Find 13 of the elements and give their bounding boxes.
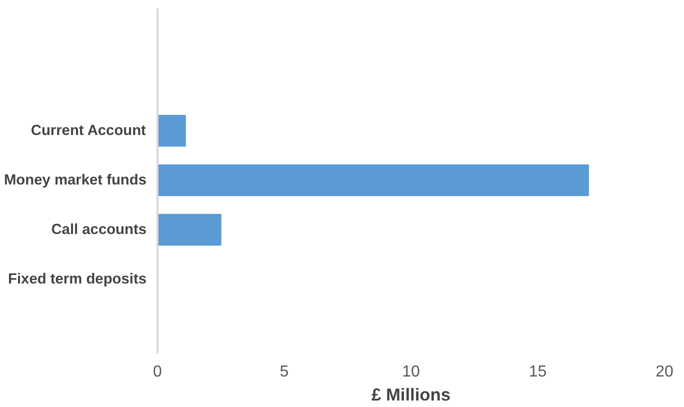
x-tick-label: 15 [528,364,547,380]
bar [158,164,589,196]
y-tick-label: Current Account [30,122,146,139]
x-tick-label: 10 [402,364,420,380]
y-tick-label: Fixed term deposits [8,271,147,288]
x-tick-label: 0 [153,364,162,380]
bar [158,114,186,147]
x-tick-label: 5 [280,364,289,380]
x-tick-label: 20 [656,364,674,380]
y-tick-label: Money market funds [4,172,147,188]
bar [158,214,222,246]
y-tick-label: Call accounts [51,222,147,238]
x-axis-title: £ Millions [372,384,450,404]
